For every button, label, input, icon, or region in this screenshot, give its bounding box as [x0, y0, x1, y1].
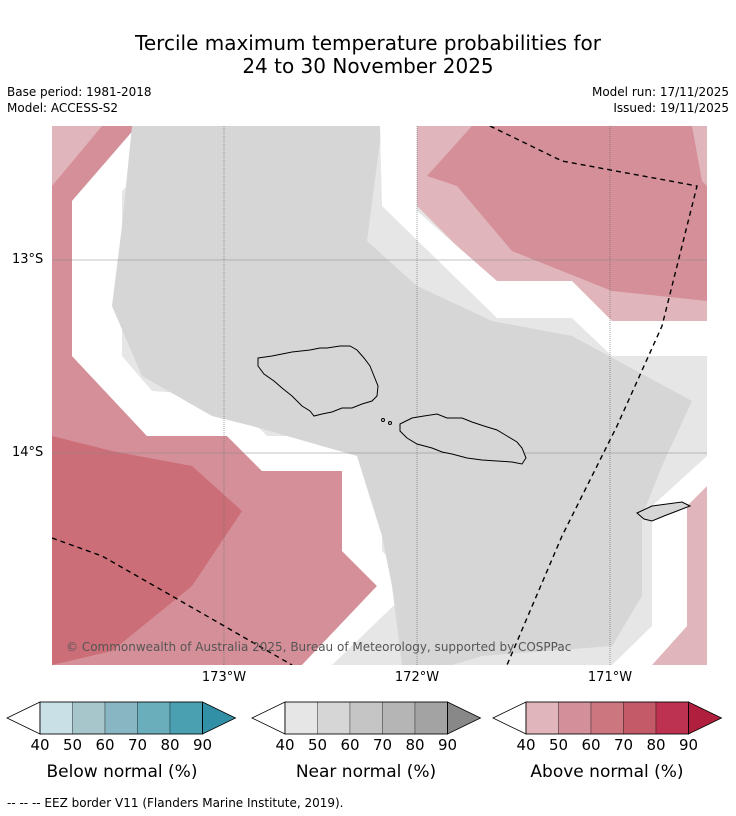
- near-colorbar-outline: [284, 701, 448, 735]
- above-colorbar-segment: [590, 701, 624, 735]
- below-colorbar-tick: 40: [30, 736, 50, 754]
- below-colorbar-segment: [137, 701, 171, 735]
- below-colorbar-right-extend: [202, 701, 237, 735]
- above-normal-60-left: [52, 436, 242, 665]
- near-colorbar-tick: 40: [275, 736, 295, 754]
- above-colorbar-segment: [525, 701, 559, 735]
- lon-label-172w: 172°W: [394, 670, 440, 685]
- near-colorbar-segment: [349, 701, 383, 735]
- above-colorbar-outline: [525, 701, 689, 735]
- below-colorbar-segment: [104, 701, 138, 735]
- below-colorbar-tick: 80: [160, 736, 180, 754]
- above-normal-50-top-right: [427, 126, 707, 301]
- above-colorbar-segment: [558, 701, 592, 735]
- above-colorbar-left-extend: [492, 701, 527, 735]
- issued-date: Issued: 19/11/2025: [613, 101, 729, 115]
- above-colorbar-right-extend: [688, 701, 723, 735]
- near-colorbar-tick: 60: [340, 736, 360, 754]
- below-colorbar-outline: [39, 701, 203, 735]
- near-colorbar-segment: [414, 701, 448, 735]
- samoa-islands: [257, 345, 692, 522]
- copyright-notice: © Commonwealth of Australia 2025, Bureau…: [66, 640, 572, 654]
- above-colorbar-tick: 80: [646, 736, 666, 754]
- near-colorbar-tick: 50: [307, 736, 328, 754]
- base-period: Base period: 1981-2018: [7, 85, 152, 99]
- below-colorbar-tick: 90: [192, 736, 213, 754]
- title-line-2: 24 to 30 November 2025: [242, 54, 494, 78]
- above-colorbar-tick: 60: [581, 736, 601, 754]
- below-colorbar-segment: [169, 701, 203, 735]
- lat-label-13s: 13°S: [12, 252, 44, 267]
- near-colorbar-segment: [284, 701, 318, 735]
- colorbar-above-normal: [492, 701, 723, 735]
- map-svg: [52, 126, 707, 665]
- map-panel: © Commonwealth of Australia 2025, Bureau…: [52, 126, 707, 665]
- lat-label-14s: 14°S: [12, 445, 44, 460]
- near-colorbar-tick: 90: [437, 736, 458, 754]
- colorbar-title-below: Below normal (%): [46, 762, 198, 782]
- above-normal-40-left-corner: [52, 126, 102, 186]
- above-colorbar-segment: [623, 701, 657, 735]
- near-colorbar-right-extend: [447, 701, 482, 735]
- below-colorbar-tick: 70: [127, 736, 148, 754]
- below-colorbar-tick: 50: [62, 736, 83, 754]
- colorbar-title-near: Near normal (%): [295, 762, 437, 782]
- near-colorbar-tick: 70: [372, 736, 393, 754]
- low-signal-band-left: [72, 126, 414, 665]
- lon-label-171w: 171°W: [587, 670, 633, 685]
- model-run: Model run: 17/11/2025: [591, 85, 729, 99]
- colorbar-below-normal: [6, 701, 237, 735]
- below-colorbar-segment: [72, 701, 106, 735]
- title-line-1: Tercile maximum temperature probabilitie…: [135, 31, 601, 55]
- near-colorbar-segment: [317, 701, 351, 735]
- eez-legend-footer: -- -- -- EEZ border V11 (Flanders Marine…: [7, 796, 344, 810]
- below-colorbar-tick: 60: [95, 736, 115, 754]
- near-colorbar-segment: [382, 701, 416, 735]
- above-colorbar-tick: 90: [678, 736, 699, 754]
- below-colorbar-left-extend: [6, 701, 41, 735]
- colorbar-title-above: Above normal (%): [530, 762, 684, 782]
- near-normal-50-region: [112, 126, 692, 665]
- near-colorbar-tick: 80: [405, 736, 425, 754]
- above-colorbar-segment: [655, 701, 689, 735]
- above-colorbar-tick: 70: [613, 736, 634, 754]
- near-colorbar-left-extend: [251, 701, 286, 735]
- above-colorbar-tick: 50: [548, 736, 569, 754]
- graticule: [52, 126, 707, 665]
- model-name: Model: ACCESS-S2: [7, 101, 119, 115]
- lon-label-173w: 173°W: [201, 670, 247, 685]
- above-normal-40-bottom-right: [652, 486, 707, 665]
- colorbar-near-normal: [251, 701, 482, 735]
- eez-border: [52, 126, 698, 665]
- above-colorbar-tick: 40: [516, 736, 536, 754]
- low-signal-band-right: [380, 126, 707, 356]
- below-colorbar-segment: [39, 701, 73, 735]
